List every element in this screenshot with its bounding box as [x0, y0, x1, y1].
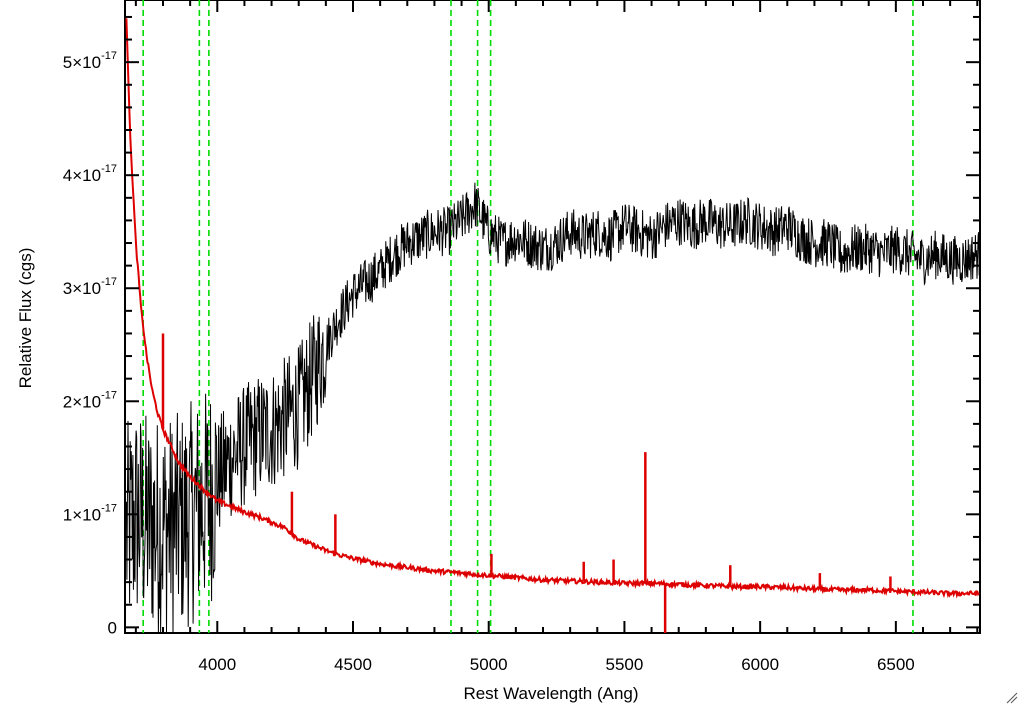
x-tick-label: 4000: [198, 655, 236, 674]
y-tick-label: 1×10-17: [63, 502, 117, 524]
y-tick-label: 0: [108, 618, 117, 637]
x-tick-label: 6000: [741, 655, 779, 674]
plot-frame: [124, 0, 981, 634]
y-tick-label: 3×10-17: [63, 276, 117, 298]
y-axis-title: Relative Flux (cgs): [16, 248, 35, 389]
axis-ticks: [125, 0, 980, 633]
y-tick-label: 4×10-17: [63, 163, 117, 185]
y-tick-label: 5×10-17: [63, 50, 117, 72]
y-tick-labels: 0 1×10-17 2×10-17 3×10-17 4×10-17 5×10-17: [63, 50, 117, 637]
reference-lines: [142, 0, 914, 633]
x-axis-title: Rest Wavelength (Ang): [463, 684, 638, 703]
resize-grip-icon[interactable]: [1006, 692, 1018, 704]
x-tick-label: 6500: [877, 655, 915, 674]
error-spectrum-line: [125, 18, 980, 599]
spectrum-line: [125, 182, 980, 634]
x-tick-label: 5500: [606, 655, 644, 674]
spectrum-series: [125, 182, 980, 634]
x-tick-label: 4500: [334, 655, 372, 674]
error-series: [125, 18, 980, 633]
y-tick-label: 2×10-17: [63, 389, 117, 411]
x-tick-labels: 4000 4500 5000 5500 6000 6500: [198, 655, 914, 674]
x-tick-label: 5000: [470, 655, 508, 674]
